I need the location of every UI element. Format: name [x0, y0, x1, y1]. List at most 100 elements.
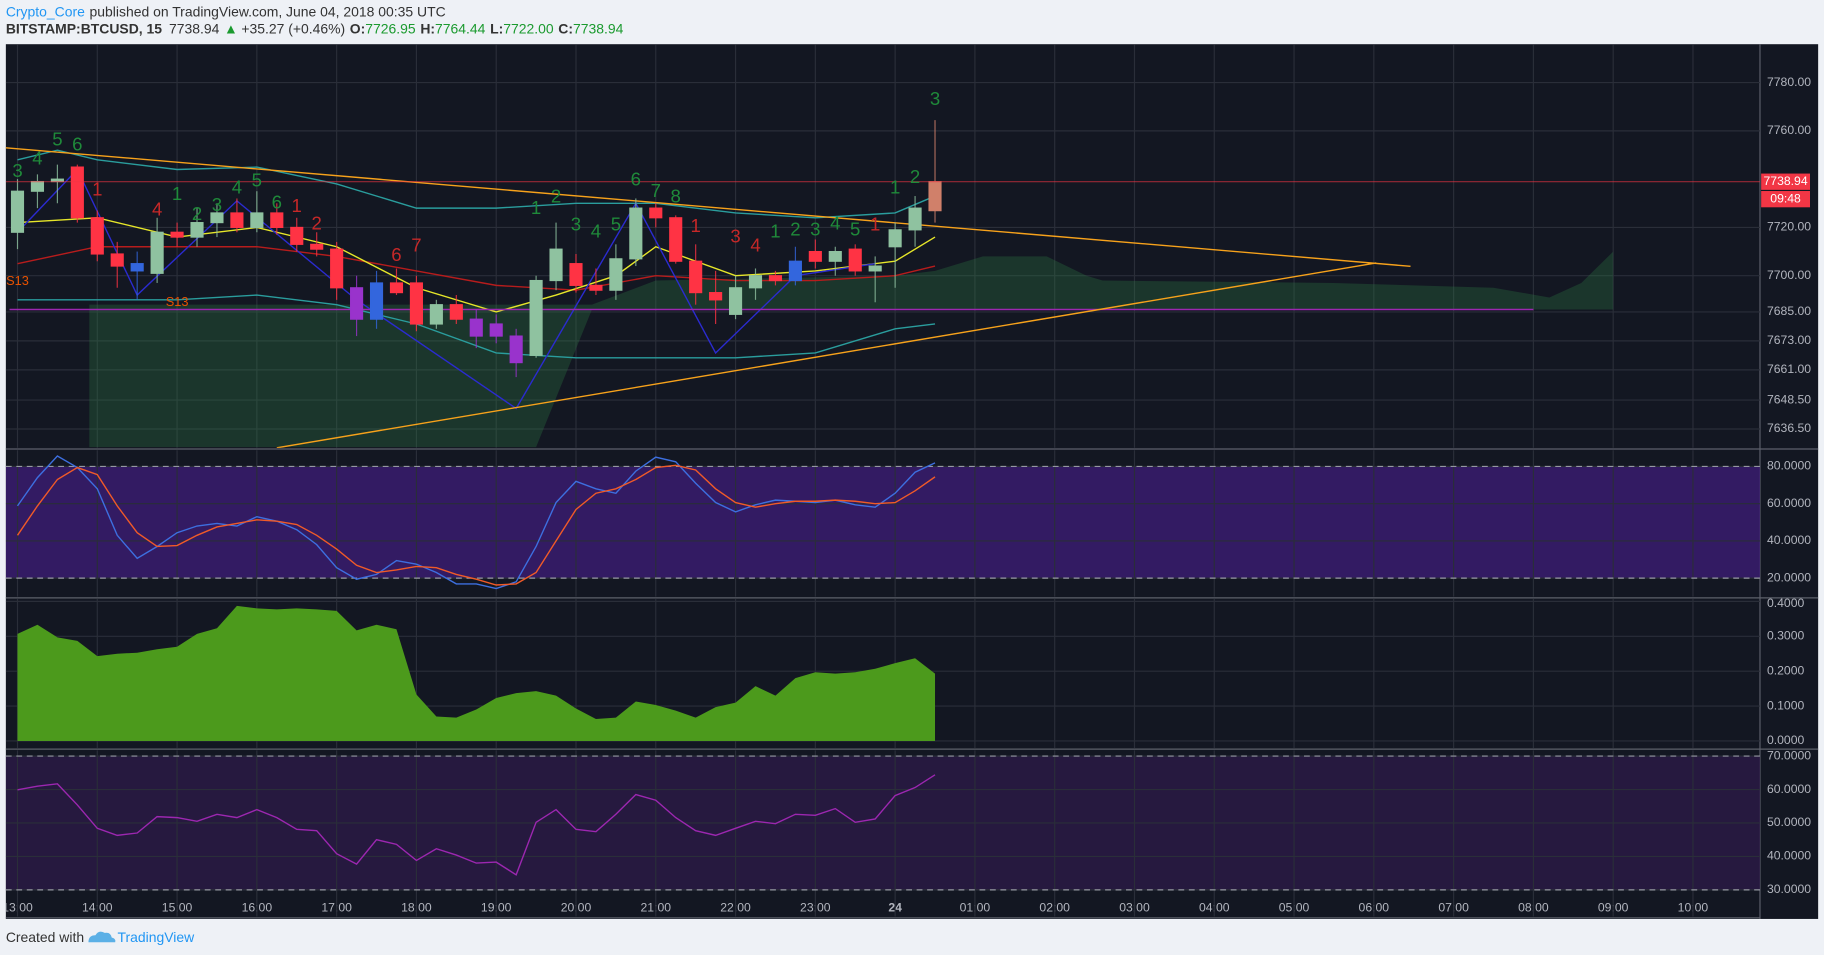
sequence-label: 7: [411, 235, 421, 256]
overlay-line: [17, 217, 936, 313]
sequence-label: 5: [52, 129, 62, 150]
publish-line: Crypto_Core published on TradingView.com,…: [6, 3, 446, 19]
low-value: 7722.00: [503, 21, 554, 37]
candle-body: [669, 217, 683, 262]
footer-brand[interactable]: TradingView: [118, 929, 196, 945]
candle-body: [788, 260, 802, 282]
y-tick-label: 7780.00: [1767, 75, 1811, 89]
low-label: L:: [490, 21, 503, 37]
symbol: BITSTAMP:BTCUSD, 15: [6, 21, 162, 37]
sequence-label: 2: [192, 203, 202, 224]
sequence-label: 2: [790, 218, 800, 239]
y-tick-label: 7760.00: [1767, 123, 1811, 137]
footer-created: Created with: [6, 929, 84, 945]
candle-body: [689, 260, 703, 294]
open-value: 7726.95: [365, 21, 416, 37]
y-tick-label: 20.0000: [1767, 570, 1811, 584]
y-tick-label: 7700.00: [1767, 268, 1811, 282]
high-value: 7764.44: [435, 21, 486, 37]
y-tick-label: 7648.50: [1767, 392, 1811, 406]
candle-body: [808, 250, 822, 262]
open-label: O:: [350, 21, 365, 37]
candle-body: [110, 253, 124, 267]
candle-body: [549, 248, 563, 282]
sequence-label: 1: [172, 183, 182, 204]
y-tick-label: 50.0000: [1767, 815, 1811, 829]
sequence-label: 6: [272, 191, 282, 212]
sequence-label: 5: [850, 218, 860, 239]
candle-body: [409, 282, 423, 325]
sequence-label: 4: [32, 147, 42, 168]
candle-body: [768, 275, 783, 282]
candle-body: [469, 318, 483, 337]
y-tick-label: 0.4000: [1767, 596, 1805, 610]
sequence-label: 6: [72, 133, 82, 154]
candle-body: [290, 226, 304, 245]
candle-body: [330, 248, 344, 289]
candle-body: [589, 284, 603, 291]
candle-body: [509, 335, 523, 364]
candle-body: [848, 248, 862, 272]
sequence-label: 3: [12, 160, 22, 181]
y-tick-label: 0.3000: [1767, 629, 1805, 643]
candle-body: [828, 250, 842, 262]
sequence-label: 1: [770, 221, 780, 242]
candle-body: [609, 258, 623, 291]
y-tick-label: 70.0000: [1767, 748, 1811, 762]
y-tick-label: 7636.50: [1767, 421, 1811, 435]
overlay-line: [17, 294, 936, 359]
candle-body: [908, 207, 922, 231]
y-tick-label: 7685.00: [1767, 304, 1811, 318]
candle-body: [350, 287, 364, 320]
y-tick-label: 40.0000: [1767, 849, 1811, 863]
candle-body: [170, 231, 184, 238]
y-tick-label: 7673.00: [1767, 333, 1811, 347]
candle-body: [250, 212, 264, 229]
chart-layer: 13:00 14:00 15:00 16:00 17:00 18:00 19:00 20:00…: [5, 44, 1811, 917]
sequence-label: 8: [671, 186, 681, 207]
indicator-line: [16, 455, 936, 590]
symbol-line: BITSTAMP:BTCUSD, 15 7738.94 ▲ +35.27 (+0.46…: [6, 21, 624, 37]
candle-body: [449, 304, 463, 320]
sequence-label: 3: [730, 225, 740, 246]
sequence-label: 2: [551, 186, 561, 207]
y-tick-label: 60.0000: [1767, 782, 1811, 796]
candle-body: [10, 190, 25, 233]
y-tick-label: 0.1000: [1767, 698, 1805, 712]
sequence-label: 4: [830, 212, 840, 233]
price-box: [1761, 173, 1811, 190]
close-value: 7738.94: [573, 21, 624, 37]
indicator-band: [5, 466, 1760, 579]
candle-body: [728, 287, 743, 315]
sequence-label: 2: [910, 166, 920, 187]
countdown-label: 09:48: [1770, 191, 1801, 205]
y-tick-label: 7720.00: [1767, 220, 1811, 234]
sequence-label: 7: [651, 180, 661, 201]
candle-body: [90, 217, 104, 255]
y-tick-label: 60.0000: [1767, 496, 1811, 510]
overlay-line: [276, 262, 1377, 448]
sequence-label: 3: [810, 218, 820, 239]
tradingview-logo[interactable]: [88, 931, 116, 943]
sequence-label: 3: [930, 88, 940, 109]
sequence-label: 4: [152, 198, 162, 219]
candle-body: [629, 207, 643, 260]
candle-body: [310, 243, 324, 250]
panel: [5, 599, 1760, 748]
author-link[interactable]: Crypto_Core: [6, 3, 85, 19]
overlay-line: [5, 147, 1411, 267]
panel: [5, 750, 1760, 917]
sequence-label: 5: [252, 169, 262, 190]
cloud: [89, 251, 1614, 448]
candle-body: [748, 275, 763, 289]
sequence-label: 1: [870, 214, 880, 235]
candle-body: [888, 229, 902, 248]
y-tick-label: 40.0000: [1767, 533, 1811, 547]
candle-body: [210, 212, 224, 224]
y-tick-label: 7661.00: [1767, 362, 1811, 376]
candle-body: [190, 222, 204, 238]
candle-body: [429, 304, 443, 325]
sequence-label: S13: [166, 294, 189, 309]
